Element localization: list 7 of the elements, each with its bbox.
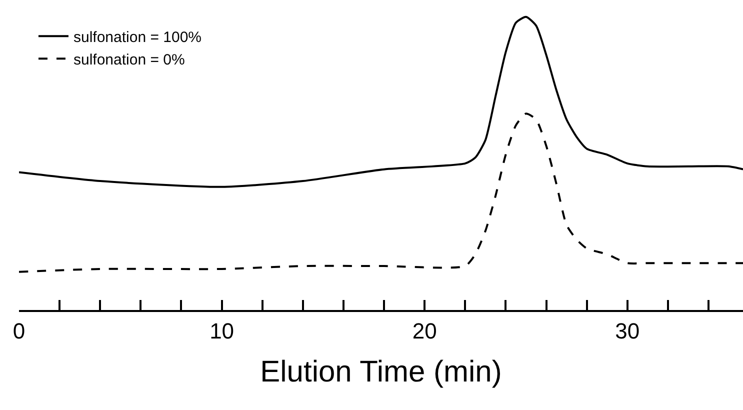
legend-label: sulfonation = 100% [73, 29, 202, 46]
x-tick-label: 30 [615, 318, 640, 344]
x-tick-label: 10 [210, 318, 234, 344]
x-tick-label: 20 [412, 318, 437, 344]
legend-label: sulfonation = 0% [73, 52, 185, 69]
x-axis-title: Elution Time (min) [260, 355, 502, 388]
x-tick-label: 0 [12, 318, 26, 344]
